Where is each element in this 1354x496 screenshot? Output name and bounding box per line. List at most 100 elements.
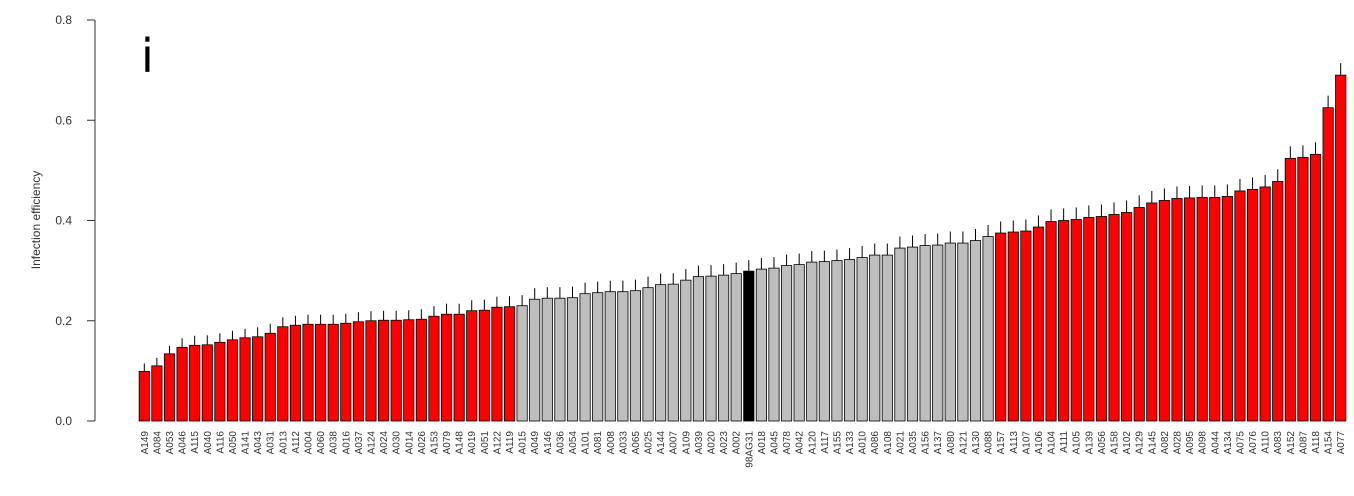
x-tick-label: A016 (341, 431, 352, 455)
bar-A078 (781, 265, 793, 422)
x-tick-label: A079 (442, 431, 453, 455)
bar-A113 (1007, 231, 1019, 422)
bar-A036 (554, 297, 566, 422)
x-tick-label: A119 (505, 431, 516, 454)
x-tick-label: 98AG31 (744, 431, 755, 468)
x-tick-label: A049 (530, 431, 541, 455)
bar-A134 (1221, 196, 1233, 422)
bar-A025 (642, 287, 654, 422)
bar-A139 (1083, 217, 1095, 422)
x-tick-label: A037 (354, 431, 365, 455)
bar-A018 (755, 268, 767, 422)
bar-A033 (617, 291, 629, 422)
x-tick-label: A144 (656, 431, 667, 455)
bar-A042 (793, 264, 805, 422)
bar-A028 (1171, 198, 1183, 422)
bar-A037 (352, 321, 364, 422)
x-tick-label: A054 (568, 431, 579, 455)
bar-A105 (1070, 219, 1082, 422)
bar-A031 (264, 332, 276, 422)
x-tick-label: A028 (1172, 431, 1183, 455)
x-tick-label: A130 (971, 431, 982, 455)
x-tick-label: A076 (1248, 431, 1259, 455)
bar-A124 (365, 320, 377, 422)
y-tick-label: 0.4 (55, 214, 72, 228)
x-tick-label: A124 (366, 431, 377, 455)
bar-A116 (214, 341, 226, 422)
bar-A154 (1322, 107, 1334, 422)
x-tick-label: A036 (555, 431, 566, 455)
bar-A043 (252, 336, 264, 422)
x-tick-label: A108 (883, 431, 894, 455)
x-tick-label: A051 (480, 431, 491, 455)
bar-A102 (1121, 212, 1133, 422)
x-tick-label: A137 (933, 431, 944, 455)
x-tick-label: A004 (304, 431, 315, 455)
bar-A084 (151, 365, 163, 422)
bar-A026 (415, 318, 427, 422)
x-tick-label: A075 (1235, 431, 1246, 455)
bar-A014 (403, 319, 415, 422)
x-tick-label: A109 (681, 431, 692, 455)
x-tick-label: A146 (543, 431, 554, 455)
x-tick-label: A042 (795, 431, 806, 455)
x-tick-label: A007 (669, 431, 680, 455)
bar-A130 (969, 240, 982, 422)
x-tick-label: A087 (1298, 431, 1309, 455)
bar-A039 (692, 276, 704, 422)
bar-A157 (995, 232, 1007, 422)
bar-A045 (768, 267, 780, 422)
bar-A098 (1196, 197, 1208, 422)
bar-A019 (466, 310, 478, 422)
bar-A109 (680, 279, 692, 422)
bar-A141 (239, 337, 251, 422)
x-tick-label: A113 (1009, 431, 1020, 454)
bar-A119 (503, 306, 516, 422)
x-tick-label: A110 (1261, 431, 1272, 454)
bar-A008 (604, 291, 616, 422)
x-tick-label: A116 (215, 431, 226, 454)
bar-A044 (1209, 197, 1221, 422)
bar-A122 (491, 306, 503, 422)
x-tick-label: A148 (455, 431, 466, 455)
x-tick-label: A105 (1072, 431, 1083, 455)
bar-A108 (881, 254, 893, 422)
y-tick-label: 0.2 (55, 314, 72, 328)
x-tick-label: A040 (203, 431, 214, 455)
x-tick-label: A104 (1047, 431, 1058, 455)
bar-A146 (541, 297, 553, 422)
bar-A145 (1146, 202, 1158, 422)
bar-A083 (1272, 180, 1284, 422)
bar-A148 (453, 313, 465, 422)
x-tick-label: A033 (618, 431, 629, 455)
bar-A118 (1309, 153, 1322, 422)
bar-A002 (730, 273, 742, 422)
x-tick-label: A018 (757, 431, 768, 455)
x-tick-label: A081 (593, 431, 604, 455)
bar-A149 (138, 370, 150, 422)
x-tick-label: A045 (769, 431, 780, 455)
bar-A077 (1335, 74, 1347, 422)
bar-A050 (226, 339, 239, 422)
x-tick-label: A010 (858, 431, 869, 455)
x-tick-label: A088 (984, 431, 995, 455)
bar-A152 (1284, 157, 1296, 422)
y-axis: 0.0 0.2 0.4 0.6 0.8 (55, 13, 96, 428)
x-tick-label: A025 (644, 431, 655, 455)
x-tick-label: A121 (958, 431, 969, 455)
bar-A010 (856, 257, 868, 422)
x-tick-label: A122 (492, 431, 503, 455)
x-tick-label: A015 (518, 431, 529, 455)
x-tick-label: A038 (329, 431, 340, 455)
x-tick-label: A082 (1160, 431, 1171, 455)
x-tick-label: A158 (1110, 431, 1121, 455)
bar-A107 (1020, 230, 1032, 422)
x-tick-label: A039 (694, 431, 705, 455)
x-tick-label: A152 (1286, 431, 1297, 455)
x-tick-label: A019 (467, 431, 478, 455)
x-tick-label: A086 (870, 431, 881, 455)
bar-A129 (1133, 207, 1145, 422)
x-tick-label: A129 (1135, 431, 1146, 455)
x-tick-label: A080 (946, 431, 957, 455)
bar-A086 (869, 254, 881, 422)
